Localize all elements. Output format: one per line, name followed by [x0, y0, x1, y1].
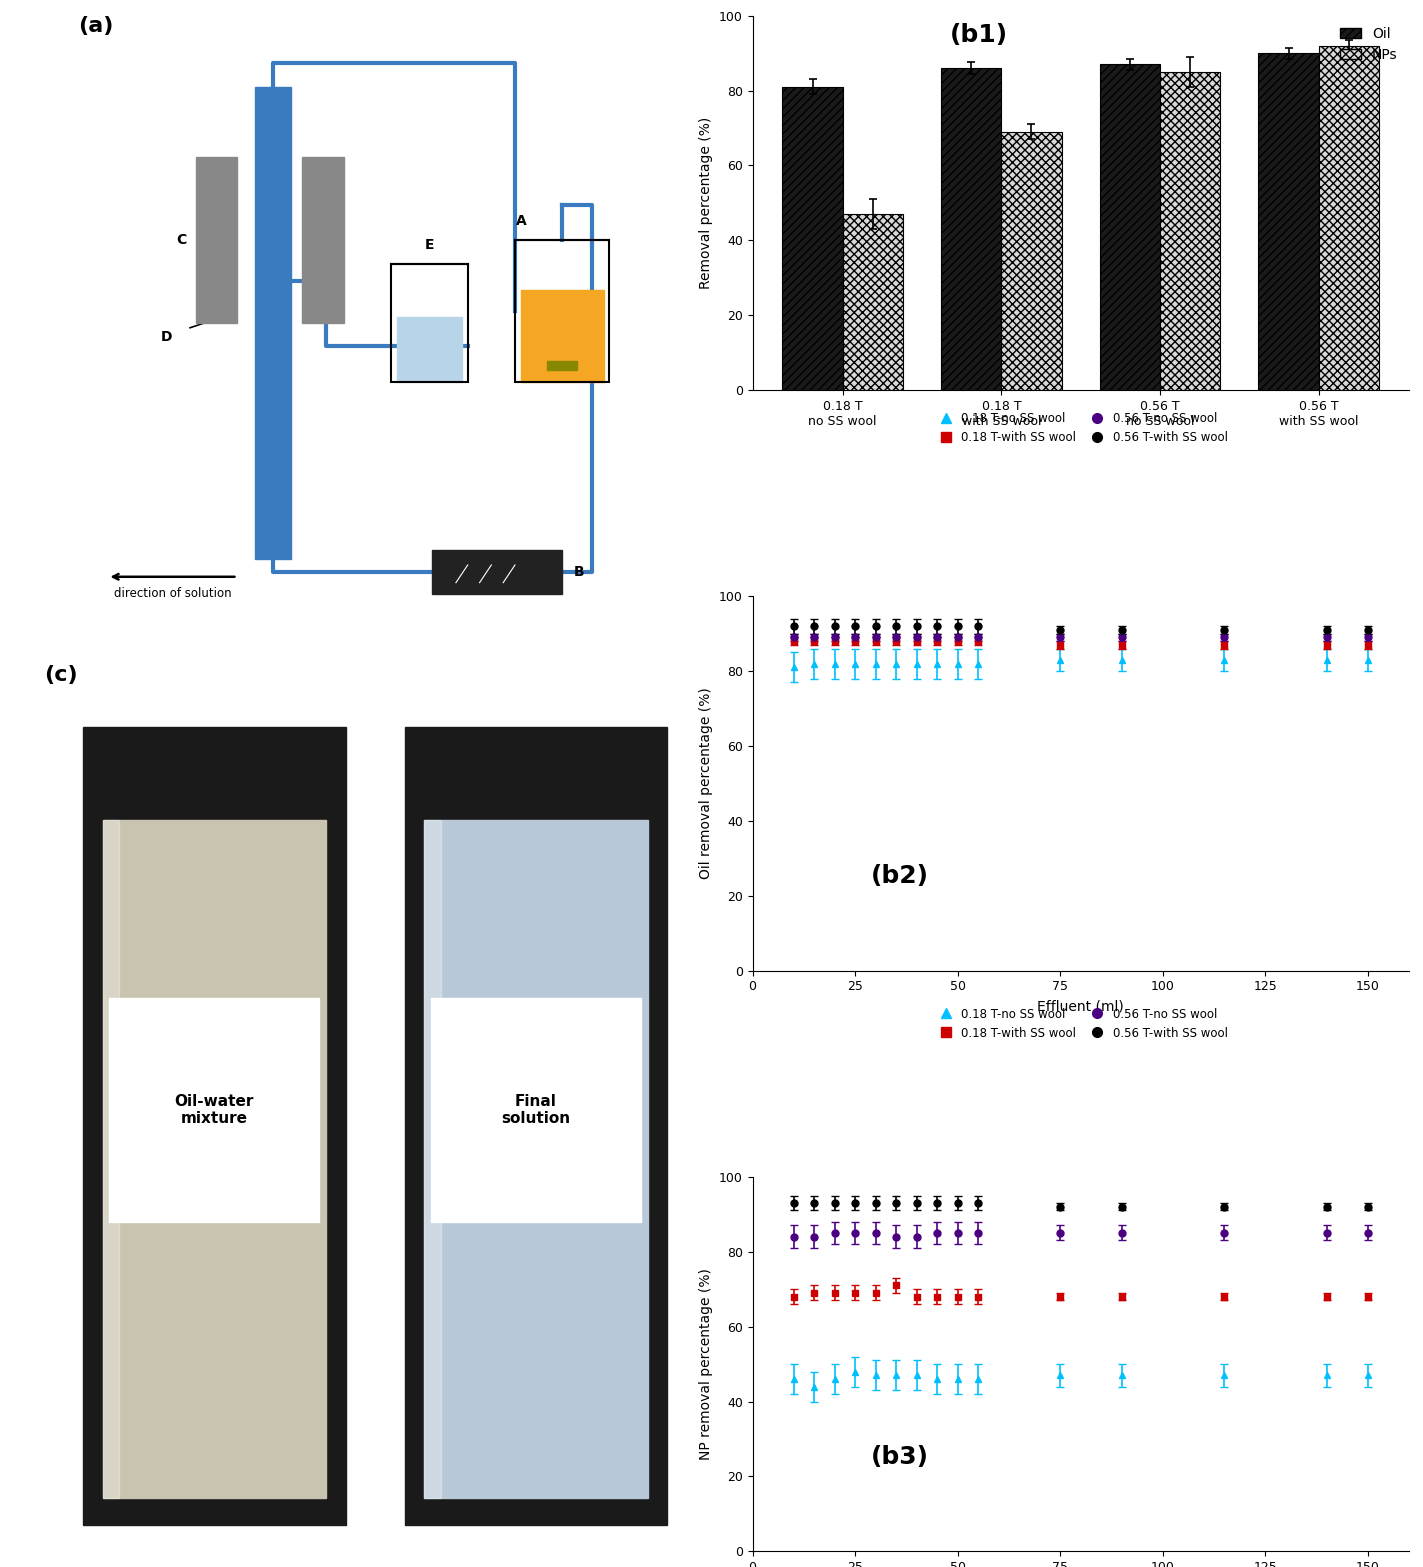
Legend: 0.18 T-no SS wool, 0.18 T-with SS wool, 0.56 T-no SS wool, 0.56 T-with SS wool: 0.18 T-no SS wool, 0.18 T-with SS wool, …	[929, 407, 1232, 448]
Text: E: E	[424, 238, 434, 252]
Bar	[302, 157, 344, 323]
Bar	[424, 821, 441, 1498]
Y-axis label: Oil removal percentage (%): Oil removal percentage (%)	[699, 688, 713, 879]
Text: A: A	[515, 215, 527, 229]
Bar	[397, 317, 462, 382]
Bar	[1160, 72, 1221, 390]
Bar	[196, 157, 238, 323]
Text: (c): (c)	[44, 666, 77, 685]
Text: (a): (a)	[78, 16, 114, 36]
Bar	[102, 821, 326, 1498]
Bar	[515, 240, 609, 382]
Bar	[424, 821, 647, 1498]
Bar	[102, 821, 120, 1498]
Text: D: D	[161, 329, 172, 343]
Y-axis label: NP removal percentage (%): NP removal percentage (%)	[699, 1268, 713, 1460]
Bar	[404, 727, 667, 1525]
Bar	[391, 263, 468, 382]
X-axis label: Effluent (ml): Effluent (ml)	[1037, 1000, 1124, 1012]
Text: C: C	[176, 233, 186, 248]
Y-axis label: Removal percentage (%): Removal percentage (%)	[699, 118, 713, 288]
Text: B: B	[573, 566, 585, 580]
Bar	[433, 550, 562, 594]
Text: C: C	[324, 233, 334, 248]
Text: Oil-water
mixture: Oil-water mixture	[175, 1094, 255, 1127]
Legend: 0.18 T-no SS wool, 0.18 T-with SS wool, 0.56 T-no SS wool, 0.56 T-with SS wool: 0.18 T-no SS wool, 0.18 T-with SS wool, …	[929, 1003, 1232, 1044]
Bar	[110, 998, 319, 1222]
Bar	[842, 215, 904, 390]
Text: (b1): (b1)	[949, 24, 1007, 47]
Bar	[255, 86, 290, 559]
Bar	[521, 290, 603, 382]
Bar	[431, 998, 640, 1222]
Bar	[83, 727, 346, 1525]
Text: direction of solution: direction of solution	[114, 588, 231, 600]
Text: (b3): (b3)	[871, 1445, 929, 1468]
Bar	[1002, 132, 1062, 390]
Bar	[941, 67, 1002, 390]
Legend: Oil, NPs: Oil, NPs	[1336, 22, 1402, 66]
Bar	[1100, 64, 1160, 390]
Bar	[548, 362, 576, 370]
Text: Final
solution: Final solution	[501, 1094, 571, 1127]
Bar	[1319, 45, 1379, 390]
Bar	[1258, 53, 1319, 390]
Text: (b2): (b2)	[871, 865, 929, 888]
Bar	[783, 86, 842, 390]
